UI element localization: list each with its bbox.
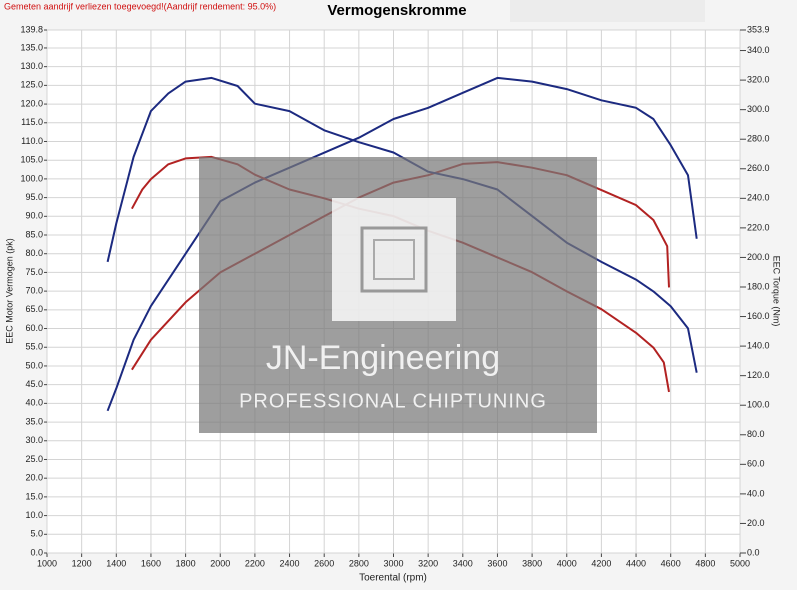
- x-tick-label: 4800: [695, 558, 715, 568]
- y2-tick-label: 140.0: [747, 340, 770, 350]
- x-tick-label: 4400: [626, 558, 646, 568]
- y-tick-label: 65.0: [25, 304, 43, 314]
- y2-axis-label: EEC Torque (Nm): [772, 256, 782, 327]
- y-tick-label: 25.0: [25, 454, 43, 464]
- x-tick-label: 4600: [661, 558, 681, 568]
- y2-tick-label: 20.0: [747, 518, 765, 528]
- y2-tick-label: 353.9: [747, 24, 770, 34]
- x-tick-label: 2600: [314, 558, 334, 568]
- y-tick-label: 60.0: [25, 323, 43, 333]
- note: Gemeten aandrijf verliezen toegevoegd!(A…: [4, 1, 276, 11]
- y2-tick-label: 80.0: [747, 429, 765, 439]
- x-tick-label: 2800: [349, 558, 369, 568]
- y-tick-label: 70.0: [25, 286, 43, 296]
- y2-tick-label: 100.0: [747, 400, 770, 410]
- curve: [106, 76, 698, 373]
- y-tick-label: 40.0: [25, 398, 43, 408]
- y-tick-label: 130.0: [20, 61, 43, 71]
- y2-tick-label: 60.0: [747, 459, 765, 469]
- y-tick-label: 110.0: [21, 136, 43, 146]
- y-tick-label: 80.0: [25, 248, 43, 258]
- y-tick-label: 95.0: [25, 192, 43, 202]
- y-tick-label: 115.0: [21, 117, 43, 127]
- x-tick-label: 2400: [280, 558, 300, 568]
- logo: [332, 198, 456, 321]
- x-tick-label: 3000: [383, 558, 403, 568]
- x-tick-label: 1400: [106, 558, 126, 568]
- x-tick-label: 3600: [487, 558, 507, 568]
- x-tick-label: 3200: [418, 558, 438, 568]
- y-tick-label: 35.0: [25, 416, 43, 426]
- y-tick-label: 5.0: [30, 529, 43, 539]
- y-tick-label: 0.0: [30, 547, 43, 557]
- y2-tick-label: 260.0: [747, 163, 770, 173]
- y-tick-label: 45.0: [25, 379, 43, 389]
- x-tick-label: 1000: [37, 558, 57, 568]
- y-tick-label: 30.0: [25, 435, 43, 445]
- y-tick-label: 100.0: [20, 173, 43, 183]
- y-tick-label: 135.0: [20, 42, 43, 52]
- x-tick-label: 3400: [453, 558, 473, 568]
- x-tick-label: 5000: [730, 558, 750, 568]
- watermark: JN-Engineering PROFESSIONAL CHIPTUNING: [199, 157, 597, 433]
- y-tick-label: 15.0: [25, 491, 43, 501]
- y-tick-label: 120.0: [20, 98, 43, 108]
- y2-tick-label: 280.0: [747, 134, 770, 144]
- y-tick-label: 50.0: [25, 360, 43, 370]
- y2-tick-label: 40.0: [747, 488, 765, 498]
- x-tick-label: 1800: [176, 558, 196, 568]
- x-axis-label: Toerental (rpm): [359, 573, 427, 584]
- logo-chip: [360, 226, 428, 293]
- y2-tick-label: 220.0: [747, 222, 770, 232]
- x-tick-label: 4000: [557, 558, 577, 568]
- y2-tick-label: 340.0: [747, 45, 770, 55]
- y-tick-label: 75.0: [25, 267, 43, 277]
- curve: [106, 76, 698, 412]
- logo-core: [373, 239, 415, 280]
- header-box: [510, 0, 705, 22]
- x-tick-label: 1600: [141, 558, 161, 568]
- y-axis-label: EEC Motor Vermogen (pk): [4, 238, 14, 344]
- y2-tick-label: 0.0: [747, 547, 760, 557]
- y-tick-label: 90.0: [25, 211, 43, 221]
- y2-tick-label: 200.0: [747, 252, 770, 262]
- y2-tick-label: 120.0: [747, 370, 770, 380]
- y2-tick-label: 320.0: [747, 74, 770, 84]
- y-tick-label: 10.0: [25, 510, 43, 520]
- y-tick-label: 125.0: [20, 80, 43, 90]
- y2-tick-label: 180.0: [747, 281, 770, 291]
- x-tick-label: 1200: [72, 558, 92, 568]
- x-tick-label: 2000: [210, 558, 230, 568]
- y2-tick-label: 240.0: [747, 193, 770, 203]
- watermark-title: JN-Engineering: [266, 339, 500, 377]
- watermark-subtitle: PROFESSIONAL CHIPTUNING: [239, 390, 547, 412]
- y-tick-label: 20.0: [25, 473, 43, 483]
- x-tick-label: 4200: [591, 558, 611, 568]
- chart-title: Vermogenskromme: [327, 2, 466, 19]
- x-tick-label: 3800: [522, 558, 542, 568]
- y-tick-label: 105.0: [20, 155, 43, 165]
- y-tick-label: 139.8: [20, 24, 43, 34]
- y-tick-label: 85.0: [25, 229, 43, 239]
- y2-tick-label: 160.0: [747, 311, 770, 321]
- x-tick-label: 2200: [245, 558, 265, 568]
- y2-tick-label: 300.0: [747, 104, 770, 114]
- y-tick-label: 55.0: [25, 342, 43, 352]
